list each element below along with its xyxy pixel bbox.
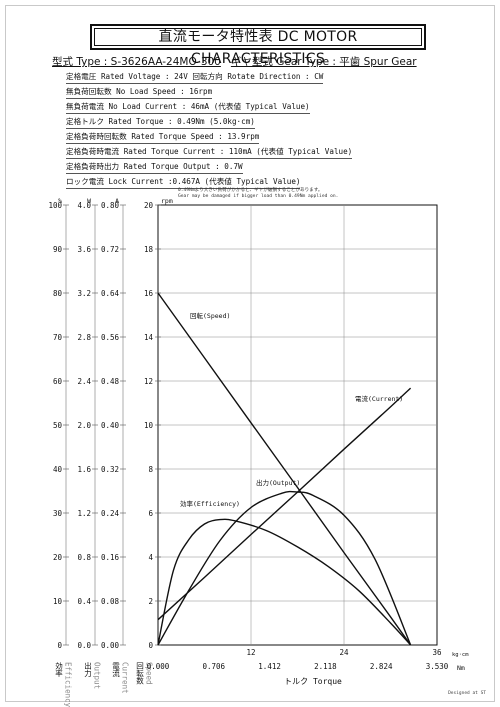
designer-signature: Designed at ST	[448, 691, 486, 696]
spec-line: 無負荷回転数 No Load Speed : 16rpm	[66, 86, 213, 99]
sheet-frame	[5, 5, 495, 702]
model-row: 型式 Type : S-3626AA-24MO-300 ギヤ型式 Gear Ty…	[52, 54, 417, 69]
warning-en: Gear may be damaged if bigger load than …	[178, 194, 339, 199]
gear-label: ギヤ型式 Gear Type : 平歯 Spur Gear	[230, 56, 417, 68]
warning-jp: 0.49Nmより大きい負荷がかかると、ギヤが破損することがあります。	[178, 188, 323, 193]
spec-line: 定格負荷時電流 Rated Torque Current : 110mA (代表…	[66, 146, 353, 159]
spec-line: 定格負荷時回転数 Rated Torque Speed : 13.9rpm	[66, 131, 260, 144]
model-label: 型式 Type : S-3626AA-24MO-300	[52, 56, 221, 68]
spec-line: 定格電圧 Rated Voltage : 24V 回転方向 Rotate Dir…	[66, 71, 324, 84]
spec-line: ロック電流 Lock Current :0.467A (代表値 Typical …	[66, 176, 301, 189]
spec-line: 定格トルク Rated Torque : 0.49Nm (5.0kg·cm)	[66, 116, 255, 129]
spec-line: 定格負荷時出力 Rated Torque Output : 0.7W	[66, 161, 243, 174]
spec-line: 無負荷電流 No Load Current : 46mA (代表値 Typica…	[66, 101, 310, 114]
sheet-title: 直流モータ特性表 DC MOTOR CHARACTERISTICS	[90, 24, 426, 67]
